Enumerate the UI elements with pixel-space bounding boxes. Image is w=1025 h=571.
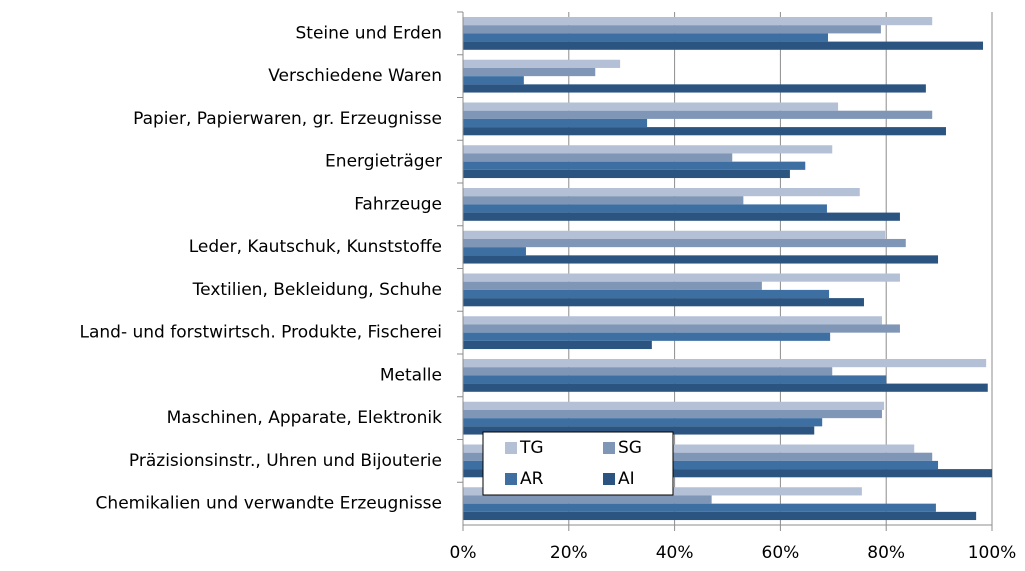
- x-tick-label: 100%: [968, 543, 1017, 563]
- bar: [463, 495, 712, 504]
- bar: [463, 127, 946, 136]
- bar: [463, 289, 830, 299]
- bar: [463, 230, 886, 239]
- bar: [463, 503, 936, 512]
- x-tick-label: 40%: [656, 543, 694, 563]
- bar: [463, 212, 900, 221]
- bar: [463, 247, 526, 256]
- bar: [463, 76, 524, 85]
- x-tick-label: 0%: [450, 543, 477, 563]
- legend-label: AR: [520, 469, 544, 489]
- bar: [463, 444, 915, 453]
- x-tick-label: 60%: [762, 543, 800, 563]
- bar: [463, 298, 864, 307]
- bar: [463, 238, 906, 248]
- bar: [463, 409, 882, 419]
- y-tick-label: Präzisionsinstr., Uhren und Bijouterie: [129, 451, 442, 471]
- bar: [463, 383, 988, 392]
- bar: [463, 332, 831, 341]
- bar: [463, 110, 933, 119]
- bar: [463, 161, 806, 170]
- bar: [463, 418, 823, 427]
- bar: [463, 460, 939, 470]
- y-tick-label: Chemikalien und verwandte Erzeugnisse: [96, 494, 442, 514]
- legend-box: [482, 431, 674, 496]
- legend-swatch: [505, 473, 517, 485]
- bar: [463, 204, 827, 213]
- y-tick-label: Leder, Kautschuk, Kunststoffe: [189, 237, 442, 257]
- y-tick-label: Textilien, Bekleidung, Schuhe: [192, 280, 442, 300]
- bar: [463, 118, 648, 128]
- y-tick-label: Metalle: [380, 365, 442, 385]
- bar: [463, 255, 939, 264]
- bar: [463, 401, 885, 410]
- x-tick-label: 80%: [867, 543, 905, 563]
- legend-swatch: [505, 442, 517, 454]
- legend-label: AI: [618, 469, 635, 489]
- y-tick-label: Fahrzeuge: [354, 194, 442, 214]
- bar: [463, 375, 887, 384]
- bar: [463, 102, 839, 111]
- bar: [463, 316, 882, 325]
- bar: [463, 25, 881, 34]
- bar: [463, 59, 621, 68]
- bar: [463, 17, 933, 26]
- legend-swatch: [603, 442, 615, 454]
- legend-label: TG: [519, 438, 544, 458]
- bar: [463, 511, 977, 521]
- bar: [463, 145, 833, 154]
- y-tick-label: Verschiedene Waren: [268, 66, 442, 86]
- legend-label: SG: [618, 438, 642, 458]
- bar: [463, 273, 900, 282]
- bar: [463, 188, 860, 197]
- bar: [463, 84, 926, 93]
- bar: [463, 153, 733, 162]
- y-tick-label: Papier, Papierwaren, gr. Erzeugnisse: [133, 109, 442, 129]
- y-tick-label: Steine und Erden: [296, 23, 442, 43]
- bar: [463, 359, 987, 368]
- bar: [463, 426, 815, 435]
- bar: [463, 41, 984, 50]
- x-tick-label: 20%: [550, 543, 588, 563]
- bar: [463, 169, 790, 179]
- bar: [463, 196, 744, 205]
- y-tick-label: Energieträger: [325, 152, 442, 172]
- bar: [463, 340, 652, 350]
- y-tick-label: Maschinen, Apparate, Elektronik: [167, 408, 443, 428]
- legend-swatch: [603, 473, 615, 485]
- y-tick-label: Land- und forstwirtsch. Produkte, Fische…: [79, 323, 442, 343]
- bar: [463, 67, 596, 77]
- bar: [463, 452, 933, 461]
- bar: [463, 469, 992, 478]
- bar: [463, 324, 900, 333]
- bar: [463, 367, 833, 376]
- legend: TG SG AR AI: [482, 431, 674, 496]
- bar: [463, 281, 762, 290]
- bar: [463, 33, 829, 42]
